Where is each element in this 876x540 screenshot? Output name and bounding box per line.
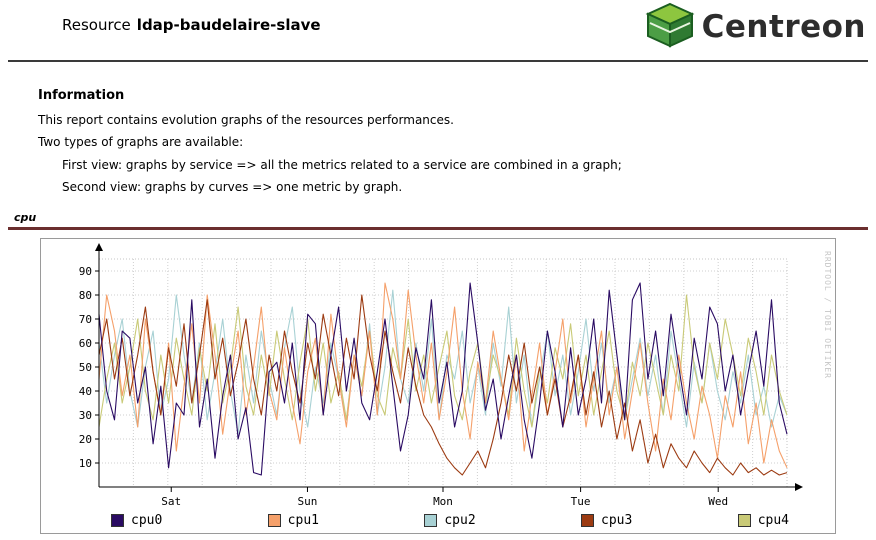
legend-item-cpu2: cpu2 — [424, 513, 476, 528]
legend-swatch-cpu2 — [424, 514, 438, 527]
legend-swatch-cpu3 — [581, 514, 595, 527]
svg-text:90: 90 — [79, 265, 92, 278]
legend-item-cpu1: cpu1 — [267, 513, 319, 528]
legend-label: cpu4 — [757, 513, 789, 528]
svg-text:Wed: Wed — [708, 495, 728, 508]
svg-text:40: 40 — [79, 385, 92, 398]
svg-text:80: 80 — [79, 289, 92, 302]
svg-text:70: 70 — [79, 313, 92, 326]
top-rule — [8, 60, 868, 62]
cpu-graph-box: 10 20 30 40 50 60 70 80 90 Sat Sun Mon Tue Wed RRDTOO… — [40, 238, 836, 534]
legend-label: cpu2 — [444, 513, 476, 528]
svg-text:Sun: Sun — [298, 495, 318, 508]
brand-wordmark: Centreon — [701, 9, 866, 45]
cpu-line-chart: 10 20 30 40 50 60 70 80 90 Sat Sun Mon Tue Wed — [79, 243, 803, 508]
page-title-prefix: Resource — [62, 16, 131, 34]
info-line-3: First view: graphs by service => all the… — [62, 158, 622, 172]
rrdtool-watermark: RRDTOOL / TOBI OETIKER — [823, 251, 832, 379]
info-line-4: Second view: graphs by curves => one met… — [62, 180, 403, 194]
svg-text:60: 60 — [79, 337, 92, 350]
svg-text:Mon: Mon — [433, 495, 453, 508]
legend-item-cpu4: cpu4 — [737, 513, 789, 528]
legend-label: cpu1 — [287, 513, 319, 528]
legend-swatch-cpu0 — [111, 514, 124, 527]
centreon-cube-icon — [644, 2, 696, 52]
legend-label: cpu0 — [131, 513, 163, 528]
info-line-1: This report contains evolution graphs of… — [38, 113, 454, 127]
information-heading: Information — [38, 88, 125, 103]
legend-item-cpu3: cpu3 — [581, 513, 632, 528]
svg-text:30: 30 — [79, 409, 92, 422]
legend-swatch-cpu1 — [267, 514, 281, 527]
legend-label: cpu3 — [601, 513, 633, 528]
page-title: Resource ldap-baudelaire-slave — [62, 16, 321, 34]
legend-item-cpu0: cpu0 — [111, 513, 162, 528]
section-rule — [8, 227, 868, 230]
centreon-logo: Centreon — [644, 2, 866, 52]
svg-text:10: 10 — [79, 457, 92, 470]
legend-swatch-cpu4 — [737, 514, 751, 527]
chart-legend: cpu0 cpu1 cpu2 cpu3 cpu4 — [41, 513, 835, 528]
resource-name: ldap-baudelaire-slave — [136, 16, 321, 34]
svg-text:20: 20 — [79, 433, 92, 446]
svg-text:Tue: Tue — [571, 495, 591, 508]
section-label-cpu: cpu — [14, 211, 37, 224]
svg-text:50: 50 — [79, 361, 92, 374]
svg-text:Sat: Sat — [161, 495, 181, 508]
info-line-2: Two types of graphs are available: — [38, 135, 244, 149]
